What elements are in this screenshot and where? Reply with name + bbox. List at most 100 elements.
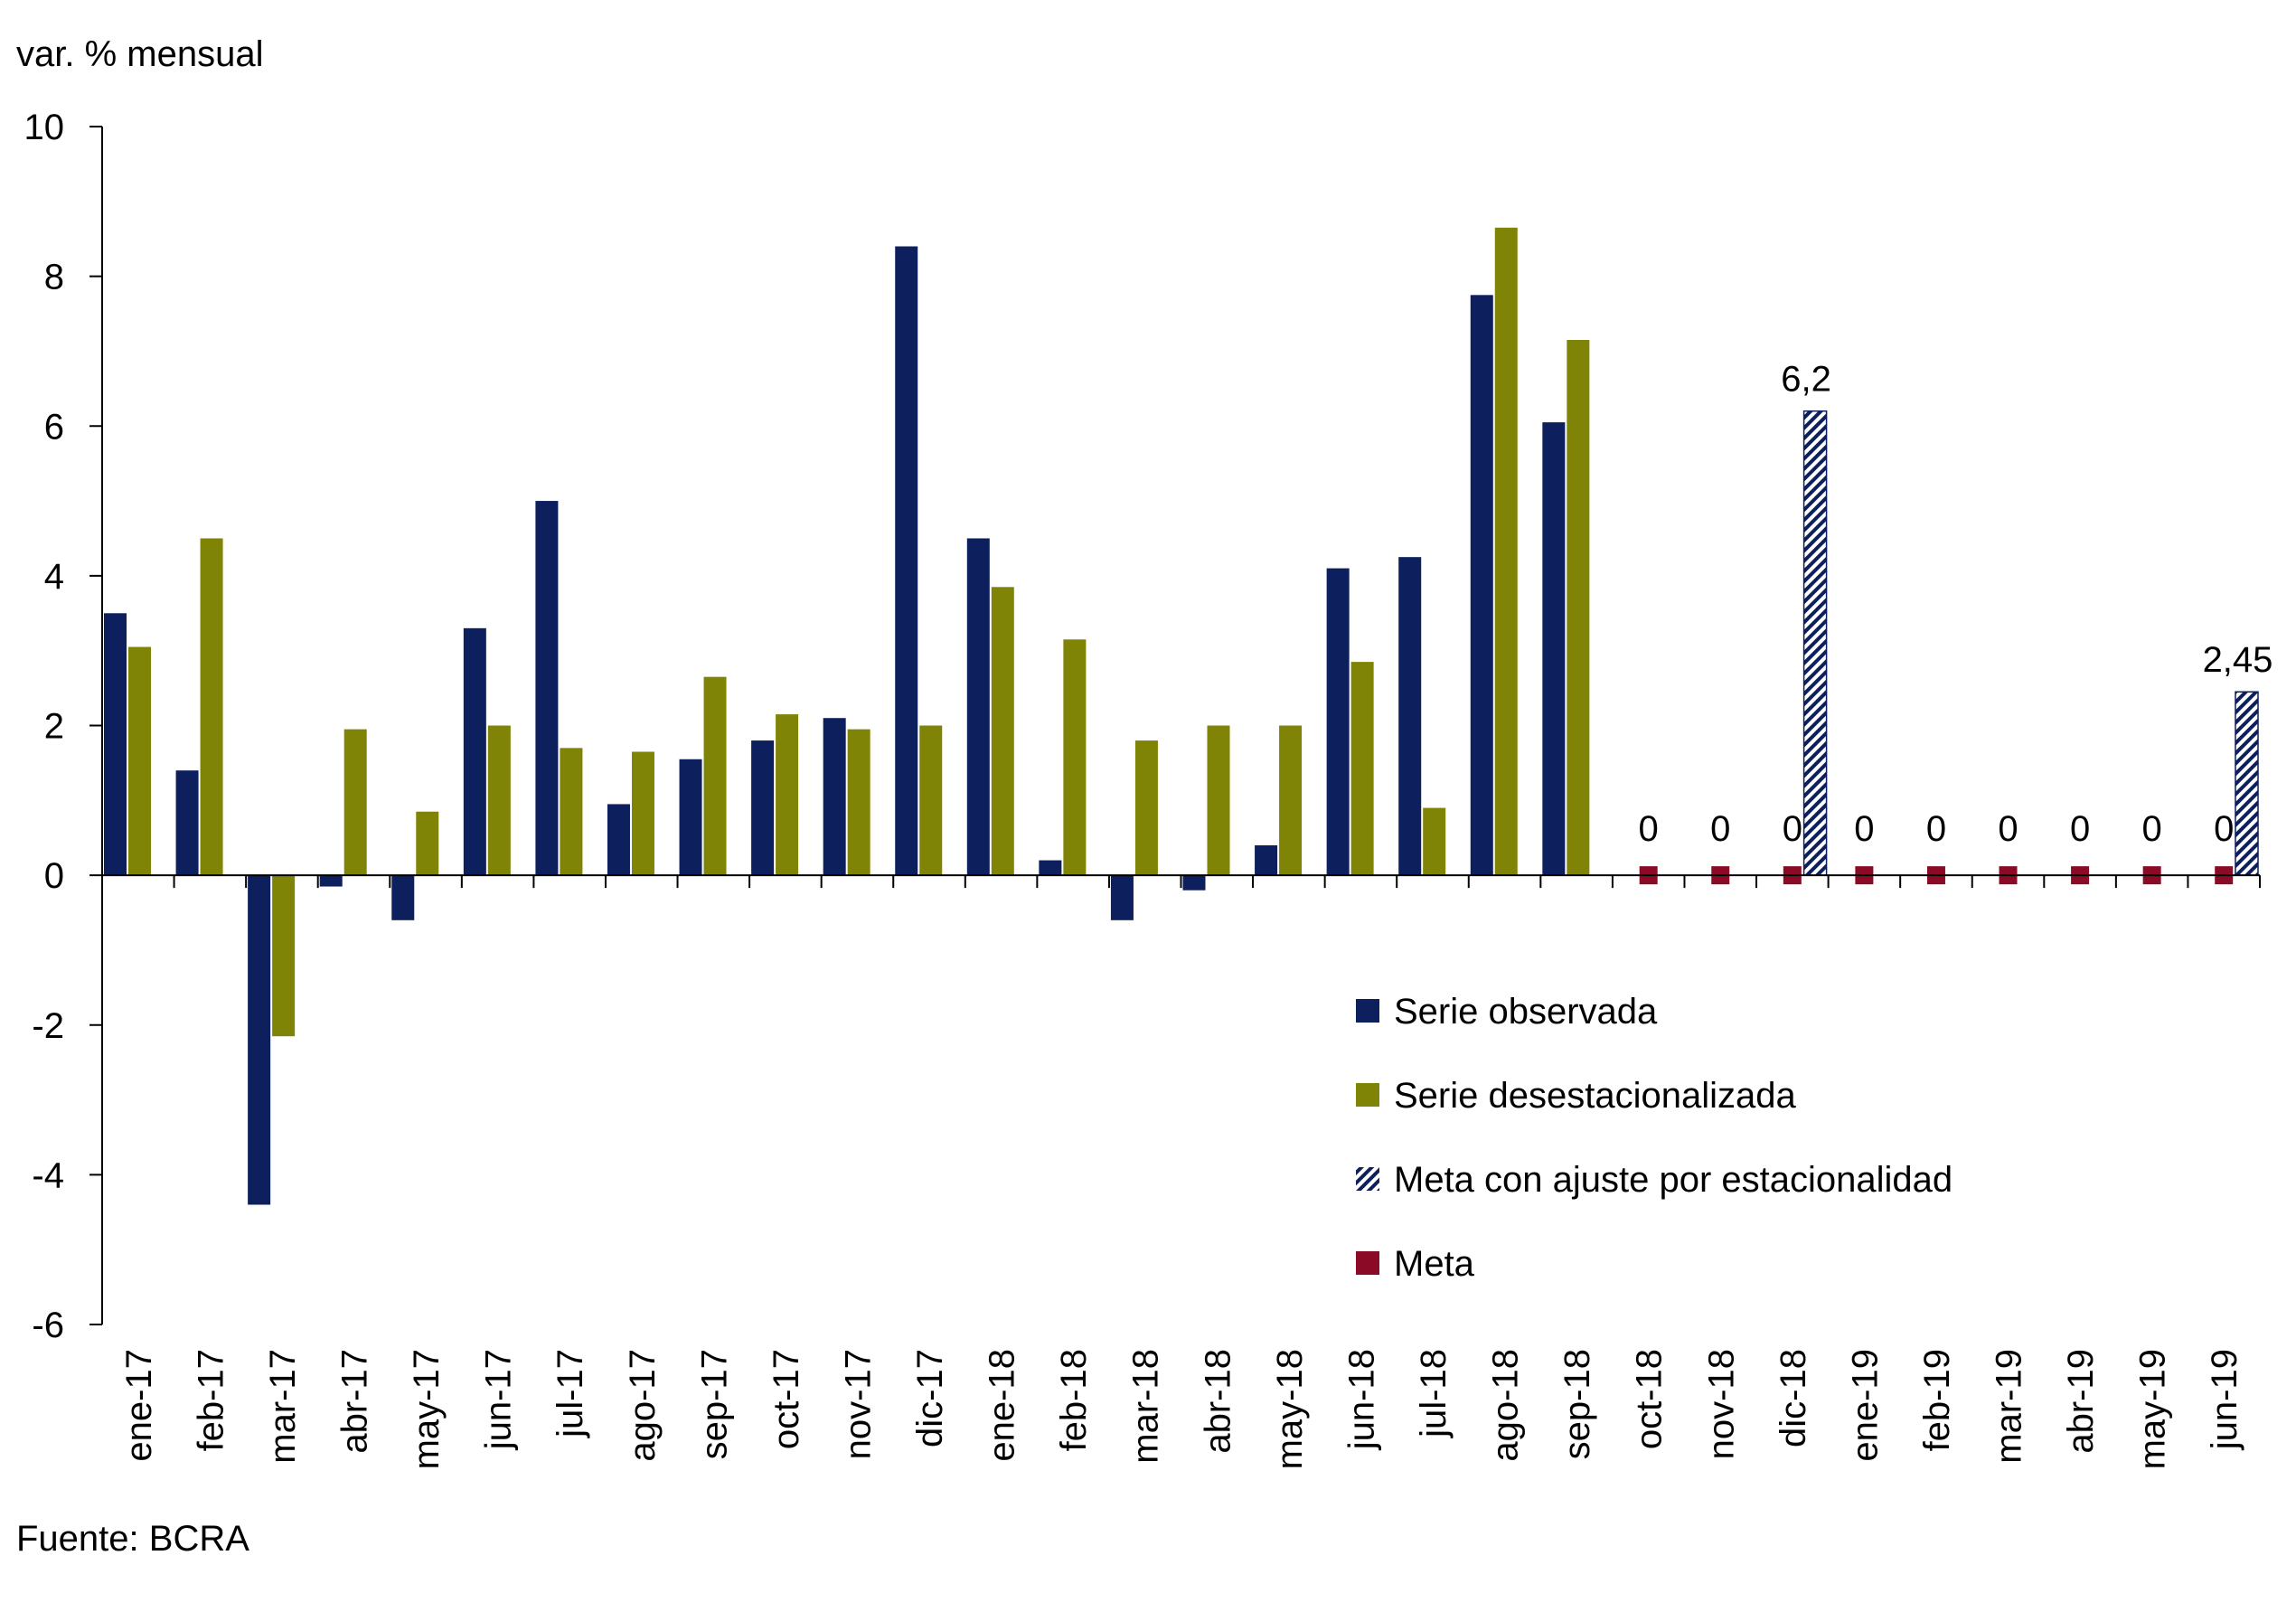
bar-serie-desestacionalizada [1494,227,1518,876]
y-tick-label: 10 [24,108,65,147]
bar-serie-observada [535,501,559,876]
bar-serie-observada [1326,568,1350,876]
meta-value-label: 0 [2070,809,2090,849]
bar-serie-desestacionalizada [703,676,727,876]
bar-serie-desestacionalizada [1350,662,1374,876]
meta-value-label: 0 [1926,809,1946,849]
x-tick-label: mar-18 [1126,1349,1166,1464]
y-tick-label: 4 [44,557,64,597]
bar-serie-desestacionalizada [1063,639,1087,876]
y-tick-label: 6 [44,407,64,447]
x-tick-label: oct-17 [767,1349,806,1449]
bar-serie-observada [1182,875,1206,891]
y-tick-label: -4 [32,1155,64,1195]
bar-serie-observada [1110,875,1134,920]
bar-serie-observada [104,613,127,876]
bar-serie-desestacionalizada [991,587,1014,876]
y-axis-ticks: -6 -4 -2 0 2 4 6 8 10 [24,108,102,1345]
bar-serie-observada [966,538,990,876]
bar-meta-ajustada [2235,691,2259,876]
x-tick-label: feb-19 [1917,1349,1957,1451]
bar-serie-desestacionalizada [631,751,654,876]
meta-value-label: 0 [1998,809,2018,849]
meta-value-label: 0 [1783,809,1802,849]
legend-swatch [1356,999,1379,1023]
meta-ajustada-value-label: 2,45 [2203,640,2273,680]
bar-serie-desestacionalizada [1567,340,1590,876]
bar-serie-desestacionalizada [343,729,367,876]
bar-serie-desestacionalizada [1423,807,1446,876]
x-tick-label: ene-17 [119,1349,159,1462]
legend-swatch [1356,1251,1379,1275]
bar-serie-desestacionalizada [1279,725,1303,876]
x-tick-label: jun-18 [1341,1349,1381,1450]
legend-swatch [1356,1083,1379,1107]
meta-value-label: 0 [2142,809,2162,849]
meta-value-label: 0 [2214,809,2234,849]
x-tick-label: oct-18 [1630,1349,1670,1449]
bar-meta-ajustada [1802,410,1828,876]
x-tick-label: feb-17 [191,1349,231,1451]
x-tick-label: ago-17 [623,1349,663,1462]
meta-value-label: 0 [1710,809,1730,849]
bar-serie-desestacionalizada [200,538,223,876]
x-tick-label: may-17 [407,1349,447,1469]
source-note: Fuente: BCRA [16,1519,249,1559]
bar-serie-observada [248,875,271,1205]
x-tick-label: jul-17 [550,1349,590,1438]
bars-layer: 0 0 6,2 0 0 0 0 0 0 2,45 0 [104,227,2273,1205]
legend-swatch-meta-ajustada [1356,1167,1379,1191]
x-tick-label: abr-18 [1198,1349,1237,1454]
x-tick-label: nov-17 [838,1349,878,1459]
bar-serie-observada [1039,860,1062,876]
x-tick-label: dic-18 [1774,1349,1813,1447]
bar-serie-observada [1398,557,1422,876]
x-tick-label: jul-18 [1414,1349,1454,1438]
bar-serie-desestacionalizada [847,729,870,876]
bar-serie-desestacionalizada [919,725,943,876]
x-tick-label: feb-18 [1054,1349,1094,1451]
x-tick-label: abr-17 [334,1349,374,1454]
bar-serie-observada [319,875,343,887]
bar-serie-desestacionalizada [776,714,799,876]
meta-value-label: 0 [1854,809,1874,849]
legend-label: Serie desestacionalizada [1394,1076,1796,1116]
x-tick-label: ago-18 [1486,1349,1526,1462]
x-tick-label: jun-17 [479,1349,519,1450]
bar-serie-observada [1470,295,1493,876]
bar-serie-observada [679,759,702,876]
bar-serie-observada [823,718,846,876]
legend-label: Serie observada [1394,992,1658,1032]
bar-serie-desestacionalizada [1134,740,1158,876]
y-tick-label: 2 [44,707,64,747]
meta-value-label: 0 [1639,809,1659,849]
bar-serie-observada [751,740,775,876]
bar-serie-desestacionalizada [487,725,511,876]
y-tick-label: -6 [32,1306,64,1345]
x-tick-label: nov-18 [1701,1349,1741,1459]
x-tick-label: mar-19 [1990,1349,2029,1464]
y-tick-label: -2 [32,1006,64,1046]
x-tick-label: ene-18 [983,1349,1022,1462]
bar-serie-observada [175,770,199,876]
bar-serie-desestacionalizada [416,811,439,876]
y-tick-label: 8 [44,258,64,297]
x-tick-label: sep-18 [1557,1349,1597,1459]
x-tick-label: sep-17 [694,1349,734,1459]
x-tick-label: may-18 [1270,1349,1310,1469]
axes-layer [101,127,2261,1324]
x-tick-label: jun-19 [2205,1349,2244,1450]
legend: Serie observada Serie desestacionalizada M… [1356,992,1953,1284]
bar-serie-desestacionalizada [128,646,151,876]
bar-serie-desestacionalizada [1207,725,1230,876]
x-tick-label: may-19 [2133,1349,2173,1469]
legend-label: Meta [1394,1244,1475,1284]
y-axis-title: var. % mensual [16,34,264,74]
bar-serie-observada [1255,845,1278,876]
meta-ajustada-value-label: 6,2 [1781,360,1831,400]
bar-serie-desestacionalizada [560,748,583,876]
x-axis-labels: ene-17 feb-17 mar-17 abr-17 may-17 jun-17 jul-… [119,1349,2244,1469]
bar-serie-observada [463,627,486,876]
bar-serie-observada [895,246,918,876]
